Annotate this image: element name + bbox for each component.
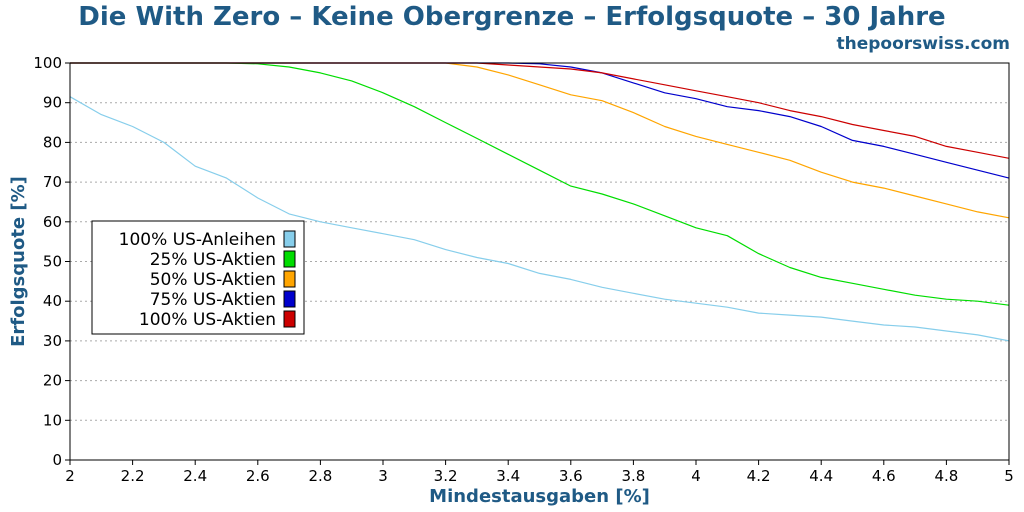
legend-swatch [283,250,296,268]
legend-swatch [283,290,296,308]
y-tick-label: 40 [43,292,62,310]
legend-label: 75% US-Aktien [150,290,276,310]
x-tick-label: 3.8 [621,467,645,485]
x-tick-label: 4.4 [809,467,833,485]
series-line-4 [70,62,1010,179]
series-line-3 [70,62,1010,219]
x-tick-label: 2.6 [246,467,270,485]
x-tick-label: 2.2 [121,467,145,485]
y-tick-label: 0 [52,451,62,469]
x-tick-label: 3.2 [434,467,458,485]
x-tick-label: 2.4 [183,467,207,485]
legend-swatch [283,230,296,248]
x-axis-ticks: 2 2.2 2.4 2.6 2.8 3 3.2 3.4 3.6 3.8 4 4.2 4.4 4.6 4.8 5 [65,460,1014,485]
y-tick-label: 10 [43,411,62,429]
y-tick-label: 80 [43,133,62,151]
x-tick-label: 4.8 [934,467,958,485]
x-tick-label: 4.2 [747,467,771,485]
x-tick-label: 3.4 [496,467,520,485]
y-tick-label: 50 [43,253,62,271]
x-tick-label: 2.8 [308,467,332,485]
x-tick-label: 4 [691,467,701,485]
legend-label: 100% US-Aktien [139,310,276,330]
series-line-1 [69,96,1010,342]
y-axis-label: Erfolgsquote [%] [8,176,29,347]
x-tick-label: 3.6 [559,467,583,485]
legend-swatch [283,310,296,328]
y-tick-label: 90 [43,94,62,112]
x-tick-label: 5 [1004,467,1014,485]
y-tick-label: 20 [43,372,62,390]
y-tick-label: 60 [43,213,62,231]
x-axis-label: Mindestausgaben [%] [429,486,650,507]
x-tick-label: 2 [65,467,75,485]
chart-title: Die With Zero – Keine Obergrenze – Erfol… [78,2,946,32]
legend-label: 50% US-Aktien [150,270,276,290]
source-label: thepoorswiss.com [836,34,1011,54]
legend-box [91,220,305,335]
y-axis-ticks: 0 10 20 30 40 50 60 70 80 90 100 [33,54,70,469]
y-tick-label: 30 [43,332,62,350]
legend-label: 25% US-Aktien [150,250,276,270]
y-tick-label: 70 [43,173,62,191]
legend-swatch [283,270,296,288]
y-tick-label: 100 [33,54,62,72]
x-tick-label: 3 [378,467,388,485]
legend-label: 100% US-Anleihen [119,230,276,250]
x-tick-label: 4.6 [872,467,896,485]
